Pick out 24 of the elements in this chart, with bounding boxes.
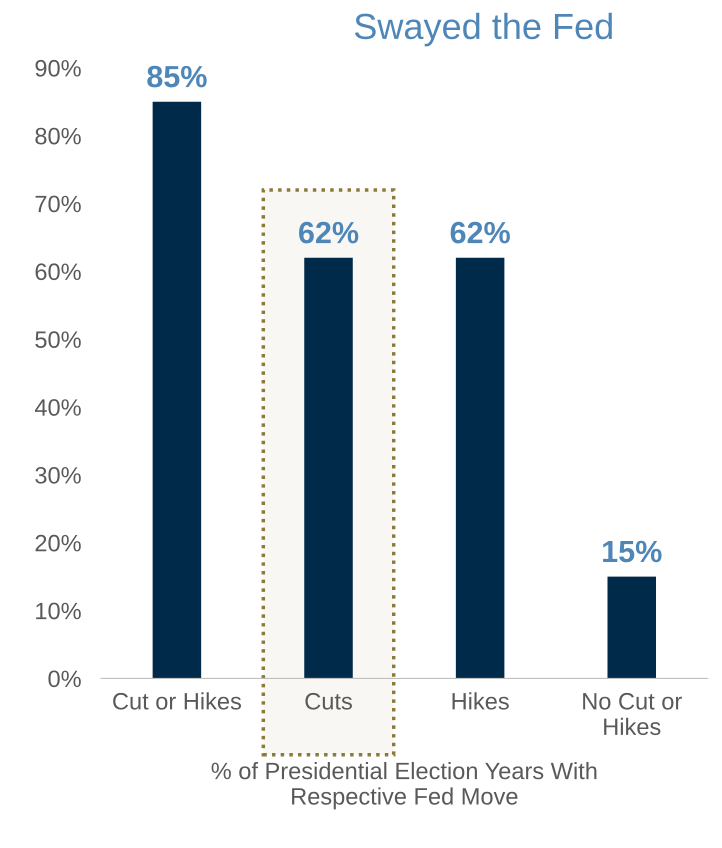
x-tick-label: Cuts	[305, 692, 352, 710]
y-tick-label: 0%	[48, 670, 81, 688]
bar	[304, 258, 353, 678]
data-label: 85%	[147, 66, 207, 88]
bar	[456, 258, 504, 678]
y-tick-label: 30%	[35, 466, 81, 484]
x-tick-label: Cut or Hikes	[113, 692, 241, 710]
bar	[607, 576, 656, 678]
y-tick-label: 10%	[36, 602, 81, 620]
data-label: 62%	[299, 222, 358, 244]
x-tick-label: Hikes	[452, 692, 509, 710]
x-tick-label: No Cut or Hikes	[583, 692, 682, 736]
y-tick-label: 50%	[35, 331, 81, 348]
y-tick-label: 60%	[36, 263, 81, 280]
y-tick-label: 90%	[35, 60, 81, 77]
data-label: 62%	[450, 222, 510, 244]
y-tick-label: 80%	[35, 128, 81, 144]
chart-title: Swayed the Fed	[354, 12, 612, 46]
bar	[152, 102, 202, 678]
y-tick-label: 20%	[36, 534, 81, 552]
y-tick-label: 40%	[34, 399, 81, 416]
data-label: 15%	[603, 540, 662, 562]
x-axis-title: % of Presidential Election Years With Respective Fed Move	[212, 762, 596, 810]
y-tick-label: 70%	[36, 196, 81, 212]
